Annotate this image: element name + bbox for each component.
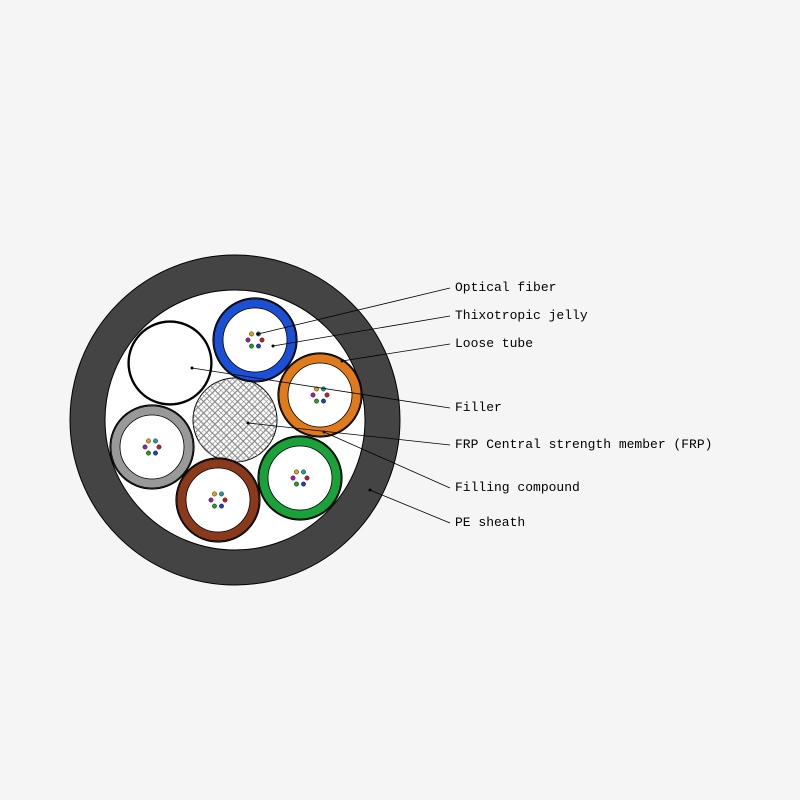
label-0: Optical fiber [455,280,556,295]
tube-brown-inner [186,468,250,532]
leader-line [370,490,450,523]
fiber-dot [246,338,250,342]
fiber-dot [146,451,150,455]
filler-tube [129,322,211,404]
fiber-dot [321,399,325,403]
fiber-dot [249,332,253,336]
fiber-dot [291,476,295,480]
label-5: Filling compound [455,480,580,495]
tube-orange-inner [288,363,352,427]
fiber-dot [223,498,227,502]
fiber-dot [305,476,309,480]
label-6: PE sheath [455,515,525,530]
tube-blue-inner [223,308,287,372]
fiber-dot [212,504,216,508]
fiber-dot [212,492,216,496]
fiber-dot [219,492,223,496]
fiber-dot [153,439,157,443]
label-3: Filler [455,400,502,415]
cable-diagram [0,0,800,800]
label-2: Loose tube [455,336,533,351]
fiber-dot [146,439,150,443]
fiber-dot [294,470,298,474]
fiber-dot [301,470,305,474]
fiber-dot [143,445,147,449]
fiber-dot [209,498,213,502]
tube-green-inner [268,446,332,510]
fiber-dot [256,344,260,348]
fiber-dot [260,338,264,342]
tube-gray-inner [120,415,184,479]
fiber-dot [325,393,329,397]
fiber-dot [301,482,305,486]
frp-hatch-overlay [193,378,277,462]
fiber-dot [311,393,315,397]
fiber-dot [249,344,253,348]
fiber-dot [294,482,298,486]
fiber-dot [153,451,157,455]
label-4: FRP Central strength member (FRP) [455,437,712,452]
fiber-dot [314,399,318,403]
fiber-dot [157,445,161,449]
label-1: Thixotropic jelly [455,308,588,323]
fiber-dot [219,504,223,508]
